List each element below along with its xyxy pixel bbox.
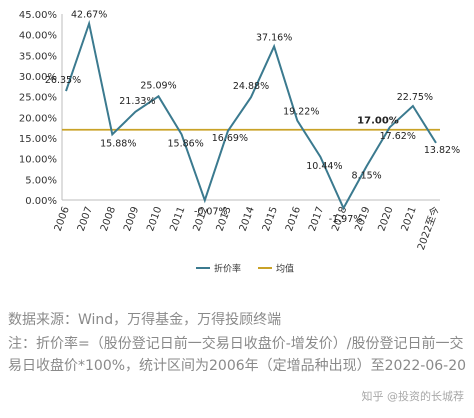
watermark: 知乎 @投资的长城荐 xyxy=(361,390,465,403)
x-tick-label: 2017 xyxy=(307,205,326,233)
x-tick-label: 2014 xyxy=(238,205,257,233)
y-tick-label: 20.00% xyxy=(19,113,57,124)
y-tick-label: 0.00% xyxy=(25,196,57,207)
chart-area: 0.00% 5.00% 10.00% 15.00% 20.00% 25.00% 30.00%… xyxy=(18,9,461,275)
data-label: 17.62% xyxy=(380,131,416,142)
x-tick-label: 2020 xyxy=(377,205,396,233)
data-label: 16.69% xyxy=(212,133,248,144)
data-label: 15.86% xyxy=(168,138,204,149)
legend-label-mean: 均值 xyxy=(276,263,294,275)
x-tick-label: 2021 xyxy=(400,205,419,233)
note-caption: 注：折价率=（股份登记日前一交易日收盘价-增发价）/股份登记日前一交易日收盘价*… xyxy=(8,336,467,374)
data-label: 15.88% xyxy=(100,138,136,149)
y-tick-label: 40.00% xyxy=(19,31,57,42)
line-chart: 0.00% 5.00% 10.00% 15.00% 20.00% 25.00% 30.00%… xyxy=(19,10,460,275)
data-label: 13.82% xyxy=(424,145,460,156)
legend-label-discount: 折价率 xyxy=(214,263,241,275)
data-label: 25.09% xyxy=(140,80,176,91)
mean-value-label: 17.00% xyxy=(357,116,399,127)
data-label: -1.97% xyxy=(329,214,363,225)
x-tick-label: 2016 xyxy=(284,205,303,233)
data-label: 10.44% xyxy=(306,161,342,172)
discount-rate-line xyxy=(65,19,437,211)
data-label: 42.67% xyxy=(71,10,107,21)
y-tick-label: 45.00% xyxy=(19,10,57,21)
data-label: 26.35% xyxy=(45,75,81,86)
y-tick-label: 15.00% xyxy=(19,134,57,145)
x-tick-label: 2010 xyxy=(145,205,164,233)
x-tick-label: 2011 xyxy=(168,205,187,233)
data-label: 24.88% xyxy=(233,81,269,92)
y-tick-label: 35.00% xyxy=(19,51,57,62)
x-tick-label: 2009 xyxy=(122,205,141,233)
x-tick-label: 2015 xyxy=(261,205,280,233)
x-tick-label: 2006 xyxy=(53,205,72,233)
x-tick-label: 2008 xyxy=(99,205,118,233)
y-tick-label: 10.00% xyxy=(19,155,57,166)
x-tick-label: 2022至今 xyxy=(414,205,442,252)
data-label: 22.75% xyxy=(397,92,433,103)
data-label: 8.15% xyxy=(352,170,382,181)
source-caption: 数据来源：Wind，万得基金，万得投顾终端 xyxy=(8,312,282,328)
y-tick-label: 30.00% xyxy=(19,72,57,83)
data-label: 21.33% xyxy=(119,96,155,107)
data-label: 37.16% xyxy=(256,32,292,43)
data-label: -0.07% xyxy=(194,206,228,217)
y-tick-label: 5.00% xyxy=(25,175,57,186)
data-label: 19.22% xyxy=(283,107,319,118)
x-tick-label: 2007 xyxy=(76,205,95,233)
y-tick-label: 25.00% xyxy=(19,93,57,104)
